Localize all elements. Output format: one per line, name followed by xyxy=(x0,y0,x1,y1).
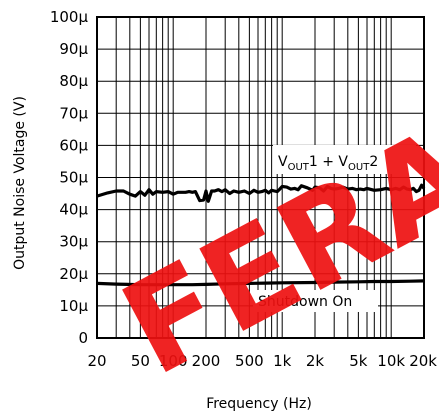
x-tick-label: 2k xyxy=(306,352,325,370)
y-tick-label: 30μ xyxy=(59,233,88,251)
x-tick-label: 20k xyxy=(409,352,437,370)
y-tick-label: 80μ xyxy=(59,72,88,90)
x-axis-title: Frequency (Hz) xyxy=(206,396,312,412)
vout-label-end: 2 xyxy=(369,154,378,170)
series-line xyxy=(96,279,425,287)
x-tick-label: 100 xyxy=(159,352,188,370)
vout-label: VOUT1 + VOUT2 xyxy=(278,154,378,173)
y-axis-title: Output Noise Voltage (V) xyxy=(12,96,28,270)
x-tick-label: 1k xyxy=(273,352,292,370)
vout-label-sub2: OUT xyxy=(348,162,370,173)
vout-label-background xyxy=(273,145,416,174)
x-tick-label: 10k xyxy=(377,352,405,370)
x-tick-label: 20 xyxy=(87,352,106,370)
plot-frame xyxy=(96,16,425,339)
y-tick-label: 0 xyxy=(78,329,88,347)
y-tick-label: 90μ xyxy=(59,40,88,58)
y-tick-label: 60μ xyxy=(59,136,88,154)
x-tick-label: 500 xyxy=(235,352,264,370)
y-tick-label: 50μ xyxy=(59,169,88,187)
x-tick-label: 50 xyxy=(131,352,150,370)
y-tick-label: 70μ xyxy=(59,104,88,122)
y-tick-label: 40μ xyxy=(59,201,88,219)
shutdown-label-background xyxy=(253,290,378,312)
shutdown-label: Shutdown On xyxy=(258,294,352,310)
series-line xyxy=(96,183,426,203)
y-tick-label: 10μ xyxy=(59,297,88,315)
y-tick-label: 20μ xyxy=(59,265,88,283)
vout-label-mid: 1 + V xyxy=(309,154,349,170)
annotations: VOUT1 + VOUT2 Shutdown On xyxy=(253,145,416,312)
plot-border xyxy=(96,16,425,339)
curves xyxy=(96,183,426,287)
y-tick-label: 100μ xyxy=(50,8,89,26)
vout-label-sub1: OUT xyxy=(288,162,310,173)
x-tick-label: 200 xyxy=(192,352,221,370)
x-tick-label: 5k xyxy=(349,352,368,370)
vout-label-v1: V xyxy=(278,154,288,170)
